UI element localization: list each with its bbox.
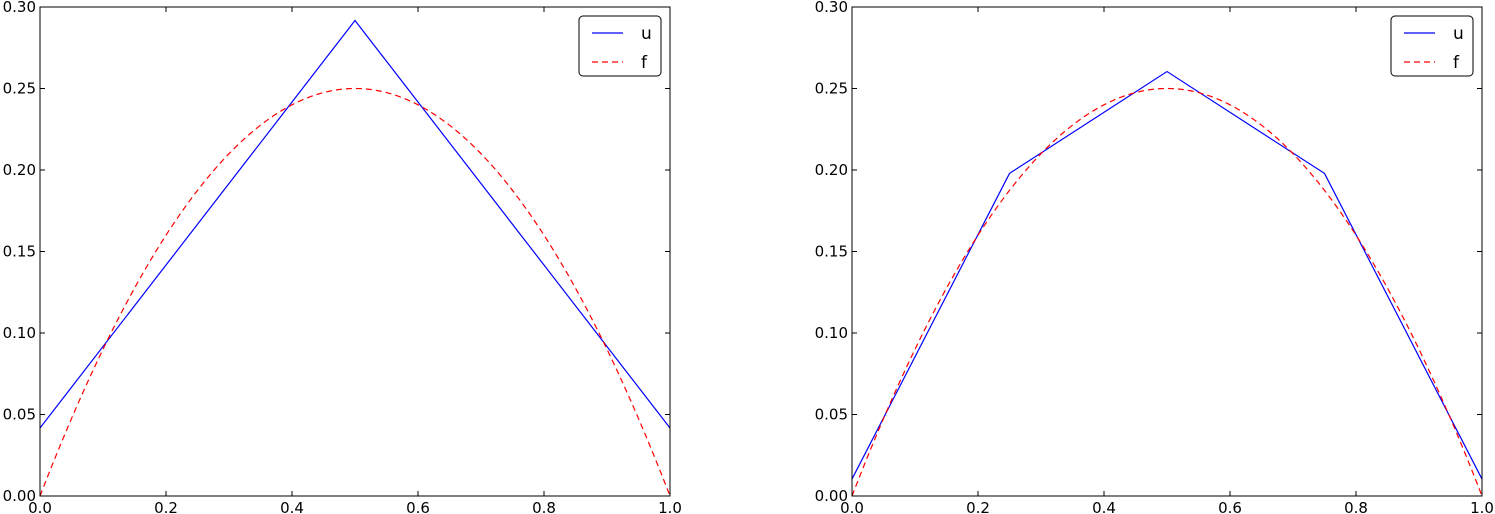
- legend-box: [1390, 15, 1474, 77]
- x-tick-label: 0.2: [966, 499, 990, 514]
- legend: uf: [1390, 15, 1474, 77]
- y-tick-label: 0.15: [3, 243, 36, 261]
- legend-label-u: u: [1453, 24, 1464, 44]
- x-tick-label: 0.0: [840, 499, 864, 514]
- x-tick-label: 0.4: [280, 499, 304, 514]
- x-tick-label: 1.0: [658, 499, 682, 514]
- series-line-u: [851, 70, 1483, 480]
- x-tick-label: 0.2: [154, 499, 178, 514]
- x-tick-label: 0.8: [532, 499, 556, 514]
- y-tick-label: 0.25: [815, 80, 848, 98]
- x-tick-label: 0.4: [1092, 499, 1116, 514]
- chart-panel-2: 0.0 0.2 0.4 0.6 0.8 1.0 0.00 0.05 0.10 0.15 0.20 0.…: [815, 0, 1494, 514]
- y-tick-label: 0.20: [815, 161, 848, 179]
- y-tick-label: 0.05: [815, 406, 848, 424]
- legend-label-u: u: [641, 24, 652, 44]
- y-tick-label: 0.25: [3, 80, 36, 98]
- y-tick-label: 0.20: [3, 161, 36, 179]
- legend-box: [578, 15, 662, 77]
- series-line-f: [39, 87, 671, 497]
- legend-label-f: f: [1453, 53, 1460, 73]
- x-tick-label: 0.6: [406, 499, 430, 514]
- series-line-u: [39, 19, 671, 429]
- y-tick-label: 0.00: [3, 487, 36, 505]
- series-line-f: [851, 87, 1483, 497]
- x-tick-label: 1.0: [1470, 499, 1494, 514]
- y-tick-label: 0.30: [3, 0, 36, 16]
- x-tick-label: 0.0: [28, 499, 52, 514]
- axes-frame: [39, 6, 671, 497]
- axes-frame: [851, 6, 1483, 497]
- x-tick-label: 0.8: [1344, 499, 1368, 514]
- y-tick-label: 0.10: [815, 324, 848, 342]
- legend: uf: [578, 15, 662, 77]
- chart-panel-1: 0.0 0.2 0.4 0.6 0.8 1.0 0.00 0.05 0.10 0.15 0.20 0.…: [3, 0, 682, 514]
- y-tick-label: 0.05: [3, 406, 36, 424]
- y-tick-label: 0.10: [3, 324, 36, 342]
- y-tick-label: 0.15: [815, 243, 848, 261]
- x-tick-label: 0.6: [1218, 499, 1242, 514]
- y-tick-label: 0.30: [815, 0, 848, 16]
- y-tick-label: 0.00: [815, 487, 848, 505]
- legend-label-f: f: [641, 53, 648, 73]
